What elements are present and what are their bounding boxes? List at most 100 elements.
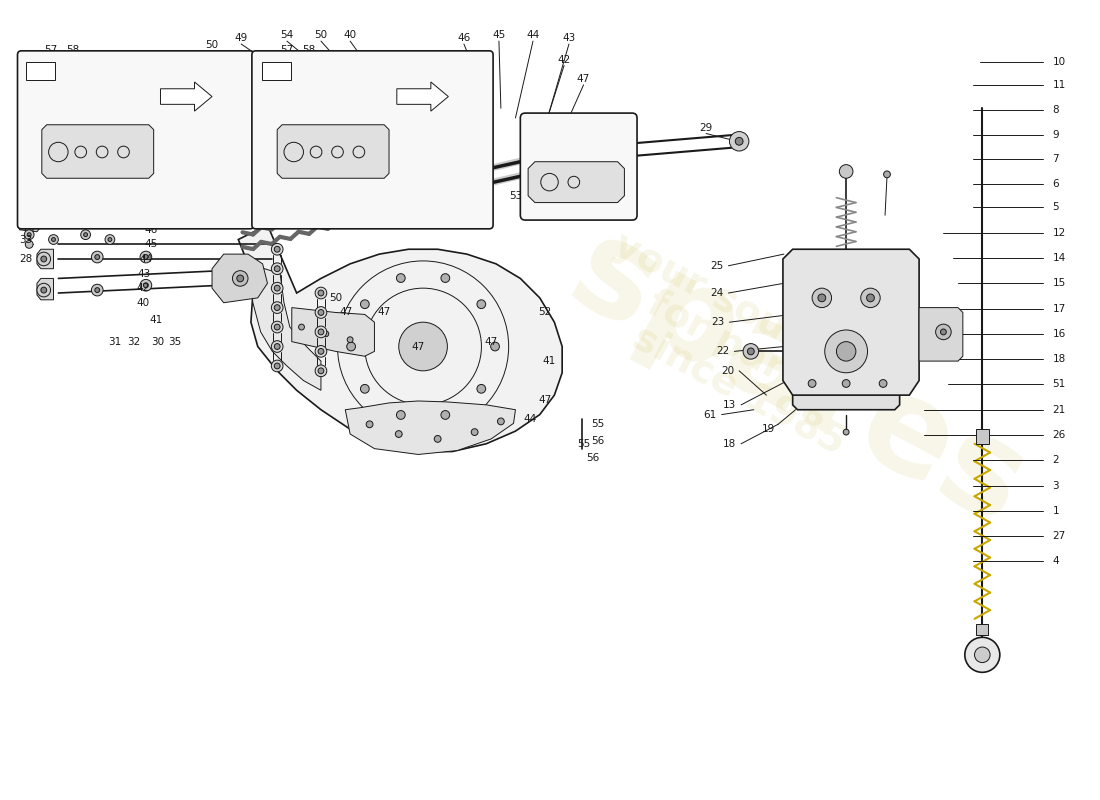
- Text: 32: 32: [128, 337, 141, 346]
- Polygon shape: [161, 82, 212, 111]
- Text: 29: 29: [700, 122, 713, 133]
- Text: 31: 31: [108, 337, 121, 346]
- Circle shape: [395, 430, 403, 438]
- Text: 37: 37: [285, 108, 298, 118]
- Circle shape: [37, 283, 51, 297]
- Text: F1: F1: [35, 66, 47, 76]
- Circle shape: [361, 300, 370, 309]
- Text: 50: 50: [315, 30, 328, 40]
- Circle shape: [318, 349, 323, 354]
- Text: 27: 27: [1053, 531, 1066, 541]
- Text: 39: 39: [343, 201, 356, 210]
- Circle shape: [471, 429, 478, 435]
- Text: 53: 53: [209, 74, 222, 84]
- Circle shape: [140, 251, 152, 263]
- Circle shape: [48, 234, 58, 244]
- Text: 45: 45: [493, 30, 506, 40]
- Text: 58: 58: [302, 45, 316, 55]
- Circle shape: [80, 230, 90, 239]
- Text: 33: 33: [20, 234, 33, 245]
- Text: 9: 9: [1053, 130, 1059, 141]
- Circle shape: [497, 418, 504, 425]
- Text: 54: 54: [280, 30, 294, 40]
- Circle shape: [274, 343, 280, 350]
- Text: 42: 42: [558, 54, 571, 65]
- Circle shape: [315, 306, 327, 318]
- Text: 40: 40: [136, 298, 150, 308]
- Text: 19: 19: [761, 424, 776, 434]
- Text: 47: 47: [411, 342, 425, 351]
- Text: 22: 22: [716, 346, 729, 356]
- Polygon shape: [345, 401, 516, 454]
- Circle shape: [25, 211, 33, 219]
- Circle shape: [232, 270, 248, 286]
- Circle shape: [571, 149, 578, 155]
- Text: 21: 21: [1053, 405, 1066, 414]
- Text: 60: 60: [20, 210, 33, 220]
- Text: 53: 53: [509, 190, 522, 201]
- Circle shape: [274, 286, 280, 291]
- Polygon shape: [30, 62, 127, 116]
- Text: 7: 7: [1053, 154, 1059, 164]
- Text: 20: 20: [720, 366, 734, 376]
- Text: 43: 43: [562, 33, 575, 43]
- Circle shape: [143, 254, 148, 259]
- Circle shape: [975, 647, 990, 662]
- Text: 51: 51: [1053, 379, 1066, 390]
- FancyBboxPatch shape: [520, 113, 637, 220]
- Text: 44: 44: [140, 254, 153, 264]
- FancyBboxPatch shape: [26, 62, 55, 80]
- Text: 60: 60: [20, 181, 33, 191]
- Text: 2: 2: [1053, 455, 1059, 466]
- Text: 6: 6: [1053, 179, 1059, 189]
- Polygon shape: [277, 125, 389, 178]
- Circle shape: [95, 288, 100, 293]
- Circle shape: [272, 360, 283, 372]
- Circle shape: [91, 251, 103, 263]
- Circle shape: [735, 138, 744, 145]
- Circle shape: [108, 238, 112, 242]
- Text: 25: 25: [711, 261, 724, 270]
- Circle shape: [318, 329, 323, 335]
- Polygon shape: [37, 250, 54, 269]
- Circle shape: [41, 287, 46, 293]
- Circle shape: [434, 435, 441, 442]
- Text: 47: 47: [377, 307, 390, 318]
- Text: 61: 61: [703, 410, 716, 419]
- Text: 44: 44: [524, 414, 537, 425]
- Circle shape: [24, 230, 34, 239]
- Circle shape: [965, 638, 1000, 672]
- Text: 38: 38: [275, 121, 288, 130]
- Circle shape: [272, 243, 283, 255]
- Circle shape: [396, 274, 405, 282]
- Text: 46: 46: [144, 225, 157, 234]
- Polygon shape: [37, 278, 54, 300]
- Circle shape: [274, 266, 280, 272]
- Text: 57: 57: [44, 45, 57, 55]
- Text: 3: 3: [1053, 481, 1059, 490]
- Polygon shape: [249, 264, 321, 390]
- Circle shape: [298, 324, 305, 330]
- Circle shape: [272, 263, 283, 274]
- Text: 48: 48: [282, 142, 295, 152]
- Text: 1: 1: [1053, 506, 1059, 516]
- FancyBboxPatch shape: [252, 51, 493, 229]
- Polygon shape: [920, 308, 962, 361]
- Text: 49: 49: [431, 186, 444, 196]
- Text: 28: 28: [20, 254, 33, 264]
- Polygon shape: [42, 125, 154, 178]
- Circle shape: [91, 284, 103, 296]
- Text: 56: 56: [592, 436, 605, 446]
- Circle shape: [274, 324, 280, 330]
- Text: Jaeger: Jaeger: [81, 201, 152, 220]
- Text: 14: 14: [1053, 253, 1066, 263]
- Circle shape: [25, 241, 33, 248]
- Polygon shape: [528, 162, 625, 202]
- Circle shape: [843, 379, 850, 387]
- Text: 10: 10: [1053, 57, 1066, 66]
- Circle shape: [272, 302, 283, 314]
- Text: 17: 17: [1053, 303, 1066, 314]
- Text: 49: 49: [324, 122, 338, 133]
- Text: 18: 18: [1053, 354, 1066, 364]
- Polygon shape: [212, 254, 267, 302]
